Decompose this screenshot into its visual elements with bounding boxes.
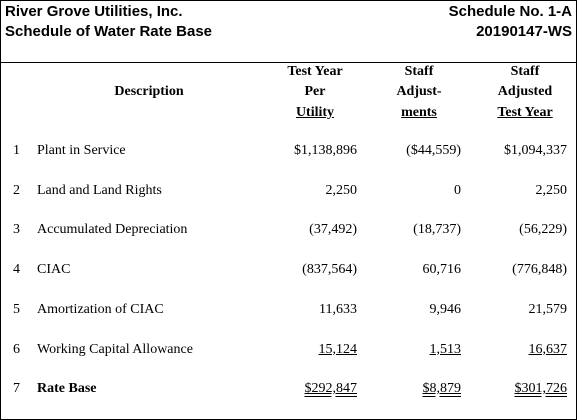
amount-cell: $1,094,337 [504, 143, 567, 158]
amount-cell: 2,250 [535, 182, 568, 198]
row-description: Land and Land Rights [37, 182, 162, 198]
column-header: Test Year [287, 64, 343, 79]
row-number: 6 [13, 341, 20, 357]
amount-cell: 15,124 [318, 341, 358, 357]
amount-cell: (837,564) [302, 262, 357, 278]
amount-cell: 60,716 [422, 262, 462, 278]
column-header: Utility [295, 105, 335, 120]
column-header: Per [304, 84, 326, 99]
column-header: Staff [510, 64, 540, 79]
amount-cell: $301,726 [514, 381, 568, 397]
row-number: 7 [13, 381, 20, 397]
amount-cell: 2,250 [325, 182, 358, 198]
amount-cell: (56,229) [519, 222, 567, 238]
amount-cell: (776,848) [512, 262, 567, 278]
row-number: 1 [13, 143, 20, 158]
amount-cell: ($44,559) [406, 143, 461, 158]
amount-cell: 16,637 [528, 341, 568, 357]
amount-cell: $292,847 [304, 381, 358, 397]
company-name: River Grove Utilities, Inc. [5, 3, 183, 20]
row-description: Rate Base [37, 381, 97, 397]
row-number: 5 [13, 301, 20, 317]
schedule-number: Schedule No. 1-A [448, 3, 572, 20]
amount-cell: 9,946 [429, 301, 462, 317]
row-number: 3 [13, 222, 20, 238]
row-description: Working Capital Allowance [37, 341, 193, 357]
amount-cell: (37,492) [309, 222, 357, 238]
header-rule [1, 62, 576, 63]
row-description: Accumulated Depreciation [37, 222, 188, 238]
amount-cell: (18,737) [413, 222, 461, 238]
amount-cell: $8,879 [422, 381, 462, 397]
row-description: Plant in Service [37, 143, 126, 158]
column-header: Staff [404, 64, 434, 79]
row-description: CIAC [37, 262, 71, 278]
amount-cell: 11,633 [319, 301, 357, 317]
docket-number: 20190147-WS [476, 23, 572, 40]
schedule-title: Schedule of Water Rate Base [5, 23, 213, 40]
amount-cell: $1,138,896 [294, 143, 357, 158]
column-header: ments [401, 105, 437, 120]
amount-cell: 21,579 [528, 301, 568, 317]
row-description: Amortization of CIAC [37, 301, 164, 317]
column-header: Adjust- [396, 84, 442, 99]
column-header: Adjusted [497, 84, 553, 99]
column-header: Description [114, 84, 184, 99]
row-number: 2 [13, 182, 20, 198]
column-header: Test Year [497, 105, 553, 120]
row-number: 4 [13, 262, 20, 278]
amount-cell: 0 [454, 182, 461, 198]
amount-cell: 1,513 [429, 341, 462, 357]
